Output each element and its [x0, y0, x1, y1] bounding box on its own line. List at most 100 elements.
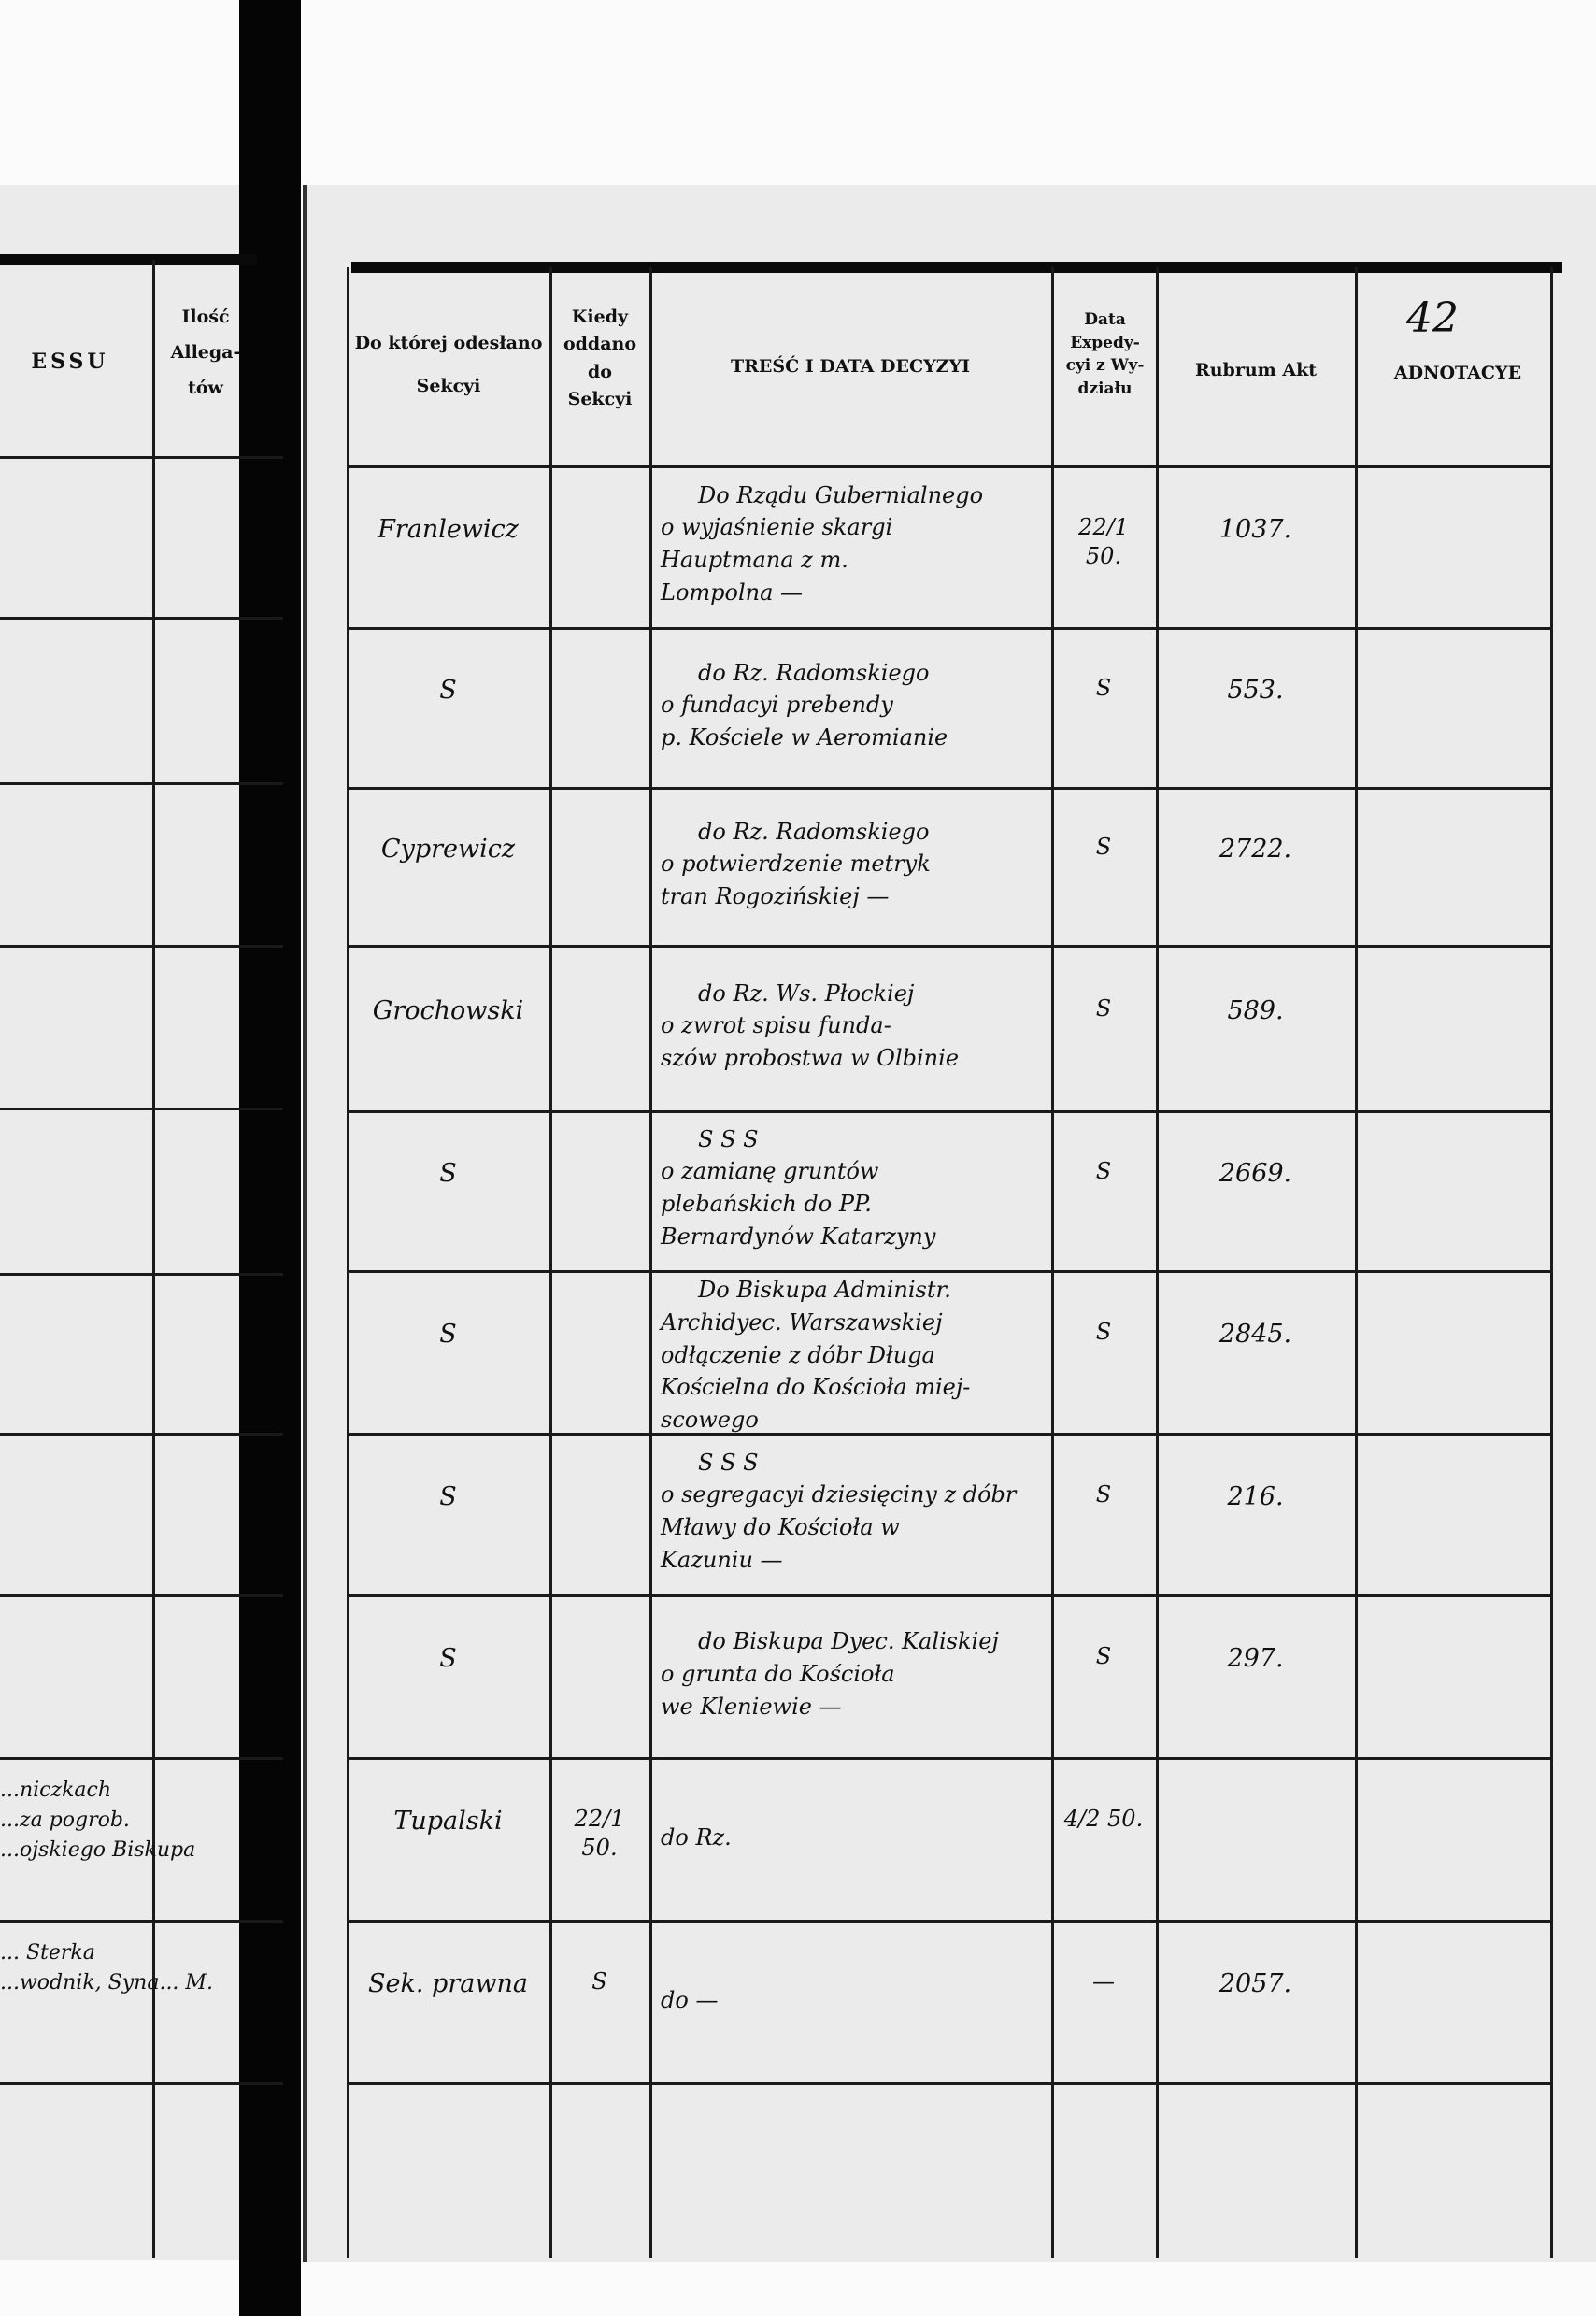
header-rubrum: Rubrum Akt — [1194, 360, 1318, 380]
row-divider — [347, 627, 1552, 630]
cell-section: Grochowski — [372, 995, 524, 1025]
cell-section: Sek. prawna — [368, 1969, 528, 1998]
header-annotations: ADNOTACYE — [1393, 363, 1522, 383]
content-line: Bernardynów Katarzyny — [661, 1222, 936, 1250]
content-line: odłączenie z dóbr Długa — [661, 1341, 935, 1368]
row-divider — [347, 1920, 1552, 1923]
cell-rubrum: 2845. — [1218, 1320, 1292, 1349]
cell-expedition-date: S — [1095, 994, 1112, 1022]
row-divider — [347, 1110, 1552, 1113]
fragment-line: ...niczkach — [0, 1779, 112, 1802]
content-line: Kazuniu — — [661, 1546, 783, 1573]
content-line: szów probostwa w Olbinie — [661, 1045, 960, 1072]
header-section: Do której odesłano Sekcyi — [354, 333, 543, 396]
row-divider — [347, 945, 1552, 948]
content-line: Archidyec. Warszawskiej — [661, 1308, 943, 1336]
column-divider — [649, 267, 652, 2258]
cell-rubrum: 2057. — [1218, 1969, 1292, 1998]
column-divider — [1051, 267, 1054, 2258]
content-line: we Kleniewie — — [661, 1693, 842, 1720]
content-line: Kościelna do Kościoła miej- — [661, 1374, 971, 1401]
left-row-divider — [0, 1757, 283, 1760]
cell-section: Cyprewicz — [380, 834, 516, 864]
left-row-divider — [0, 617, 283, 620]
row-divider — [347, 1594, 1552, 1597]
row-divider — [347, 1270, 1552, 1273]
content-line: do Biskupa Dyec. Kaliskiej — [698, 1628, 999, 1654]
content-line: o wyjaśnienie skargi — [661, 514, 893, 541]
header-content: TREŚĆ I DATA DECYZYI — [731, 356, 970, 377]
cell-content: do Biskupa Dyec. Kaliskiej o grunta do Ko… — [661, 1625, 1044, 1723]
content-line: o segregacyi dziesięciny z dóbr — [661, 1481, 1017, 1508]
cell-content: S S S o zamianę gruntów plebańskich do PP.… — [661, 1123, 1044, 1253]
cell-content: Do Biskupa Administr. Archidyec. Warszaws… — [661, 1274, 1044, 1437]
cell-expedition-date: S — [1095, 1643, 1112, 1669]
content-line: o fundacyi prebendy — [661, 692, 893, 719]
column-divider — [549, 267, 552, 2258]
column-divider — [1156, 267, 1159, 2258]
content-line: p. Kościele w Aeromianie — [661, 724, 948, 751]
cell-rubrum: 553. — [1227, 675, 1284, 705]
left-header-process: ESSU — [31, 350, 109, 374]
cell-rubrum: 1037. — [1218, 514, 1292, 544]
content-line: o grunta do Kościoła — [661, 1660, 895, 1687]
fragment-line: ...za pogrob. — [0, 1808, 130, 1832]
cell-expedition-date: — — [1092, 1968, 1115, 1994]
cell-section: S — [439, 1644, 457, 1673]
cell-rubrum: 2669. — [1218, 1158, 1292, 1188]
row-divider — [347, 465, 1552, 468]
header-expedition-date: Data Expedy- cyi z Wy- działu — [1065, 310, 1145, 398]
cell-when-given: S — [591, 1968, 607, 1994]
content-line: tran Rogozińskiej — — [661, 883, 890, 910]
cell-section: S — [439, 1481, 457, 1511]
row-divider — [347, 1757, 1552, 1760]
content-line: Lompolna — — [661, 579, 804, 606]
right-page — [303, 185, 1596, 2262]
content-line: S S S — [698, 1125, 759, 1152]
cell-section: Tupalski — [393, 1807, 503, 1836]
cell-content: do — — [661, 1984, 1044, 2017]
content-line: o zwrot spisu funda- — [661, 1012, 891, 1039]
cell-expedition-date: 22/1 50. — [1078, 513, 1129, 569]
fragment-line: ... Sterka — [0, 1941, 95, 1965]
content-line: Hauptmana z m. — [661, 547, 848, 574]
cell-content: Do Rządu Gubernialnego o wyjaśnienie skar… — [661, 479, 1044, 609]
content-line: Do Rządu Gubernialnego — [698, 481, 984, 508]
cell-expedition-date: S — [1095, 1319, 1112, 1345]
column-divider — [347, 267, 349, 2258]
left-row-divider — [0, 2082, 283, 2085]
left-row-divider — [0, 945, 283, 948]
cell-section: Franlewicz — [378, 514, 519, 544]
content-line: do Rz. Radomskiego — [698, 659, 930, 686]
cell-content: do Rz. — [661, 1822, 1044, 1854]
cell-expedition-date: 4/2 50. — [1063, 1806, 1144, 1832]
cell-expedition-date: S — [1095, 1480, 1112, 1508]
content-line: plebańskich do PP. — [661, 1191, 872, 1218]
left-column-divider — [152, 260, 155, 2258]
cell-section: S — [439, 675, 457, 705]
content-line: do Rz. Radomskiego — [698, 818, 930, 845]
content-line: Mławy do Kościoła w — [661, 1514, 900, 1541]
row-divider — [347, 787, 1552, 790]
header-when-given: Kiedy oddano do Sekcyi — [563, 307, 637, 410]
content-line: Do Biskupa Administr. — [698, 1277, 951, 1303]
right-header-rule — [351, 262, 1562, 273]
left-row-divider — [0, 782, 283, 785]
column-divider — [1550, 267, 1553, 2258]
cell-rubrum: 2722. — [1218, 834, 1292, 864]
content-line: do Rz. Ws. Płockiej — [698, 979, 915, 1007]
left-fragment: ...niczkach ...za pogrob. ...ojskiego Bisk… — [0, 1776, 280, 1866]
cell-content: do Rz. Ws. Płockiej o zwrot spisu funda-s… — [661, 978, 1044, 1075]
cell-content: S S S o segregacyi dziesięciny z dóbr Mław… — [661, 1447, 1044, 1577]
row-divider — [347, 1433, 1552, 1436]
left-header-rule — [0, 254, 257, 265]
cell-rubrum: 589. — [1227, 995, 1284, 1025]
left-header-allegat-count: Ilość Allega- tów — [170, 307, 241, 398]
fragment-line: ...wodnik, Syna... M. — [0, 1970, 213, 1994]
left-row-divider — [0, 1920, 283, 1923]
cell-content: do Rz. Radomskiego o potwierdzenie metryk… — [661, 816, 1044, 913]
content-line: o zamianę gruntów — [661, 1158, 879, 1185]
content-line: S S S — [698, 1449, 759, 1476]
book-spine — [239, 0, 301, 2316]
left-row-divider — [0, 1594, 283, 1597]
